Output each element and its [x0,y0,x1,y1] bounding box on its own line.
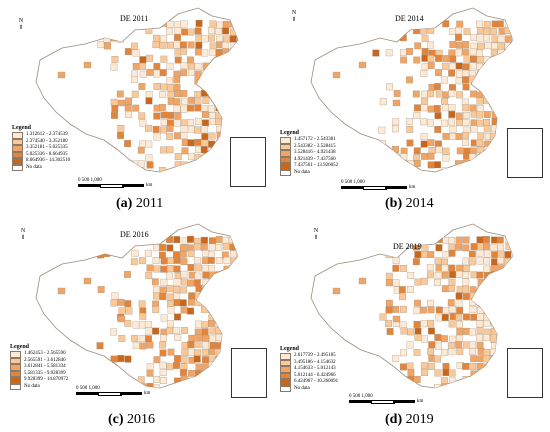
legend-item: 5.025336 - 8.664935 [12,151,70,159]
china-map-2016 [35,223,239,389]
legend-item: 3.352181 - 5.025335 [12,145,70,152]
legend-item: No data [10,383,68,391]
north-arrow-icon: N ⇑ [313,228,319,241]
map-title: DE 2019 [393,242,422,251]
legend-item: 1.457172 - 2.543381 [280,137,338,144]
legend-item: 5.581335 - 9.928399 [10,370,68,378]
china-map-2019 [310,223,514,389]
legend-item: 2.617739 - 3.495185 [280,353,338,360]
panel-caption: (d) 2019 [385,412,434,427]
map-title: DE 2016 [120,230,149,239]
map-panel-2019: N ⇑ DE 2019 Legend 2.617739 - 3.495185 3.… [275,216,550,432]
map-title: DE 2014 [395,14,424,23]
legend-item: 6.424967 - 10.260091 [280,379,338,386]
legend-item: 8.664936 - 14.302510 [12,158,70,165]
panel-caption: (a) 2011 [116,196,164,211]
legend: Legend 1.462453 - 2.565590 2.565591 - 3.… [10,344,68,391]
legend-item: 1.462453 - 2.565590 [10,351,68,358]
map-panel-2011: N ⇑ DE 2011 Legend 1.312612 - 2.374539 2.… [0,0,275,216]
south-china-sea-inset [230,137,266,187]
map-panel-2016: N ⇑ DE 2016 Legend 1.462453 - 2.565590 2.… [0,216,275,432]
map-panel-2014: N ⇑ DE 2014 Legend 1.457172 - 2.543381 2.… [275,0,550,216]
legend-item: No data [280,385,338,393]
legend-item: 4.154633 - 5.012143 [280,366,338,373]
legend-item: 3.612841 - 5.581334 [10,364,68,371]
north-arrow-icon: N ⇑ [291,10,297,23]
legend: Legend 2.617739 - 3.495185 3.495186 - 4.… [280,346,338,393]
legend: Legend 1.457172 - 2.543381 2.543382 - 3.… [280,130,338,177]
map-title: DE 2011 [120,14,149,23]
scale-bar: 0 500 1,000 km [349,394,424,404]
legend-item: No data [280,169,338,177]
legend-title: Legend [10,344,30,350]
south-china-sea-inset [507,128,543,178]
north-arrow-icon: N ⇑ [20,228,26,241]
south-china-sea-inset [231,348,267,398]
legend-title: Legend [280,130,300,136]
legend-item: 9.928399 - 14.870972 [10,377,68,384]
china-map-2014 [310,7,514,173]
legend-item: 4.921439 - 7.437560 [280,156,338,164]
scale-bar: 0 500 1,000 km [76,386,151,396]
legend-item: 3.495186 - 4.154632 [280,359,338,367]
legend-item: 3.528416 - 4.921438 [280,150,338,157]
legend-item: 2.374540 - 3.352180 [12,138,70,146]
panel-caption: (b) 2014 [385,196,434,211]
legend-item: 5.012144 - 6.424966 [280,372,338,380]
panel-caption: (c) 2016 [108,412,156,427]
scale-bar: 0 500 1,000 km [341,180,416,190]
legend: Legend 1.312612 - 2.374539 2.374540 - 3.… [12,125,70,172]
scale-bar: 0 500 1,000 km [78,178,153,188]
north-arrow-icon: N ⇑ [18,18,24,31]
legend-item: No data [12,164,70,172]
south-china-sea-inset [507,348,543,398]
legend-title: Legend [280,346,300,352]
legend-item: 1.312612 - 2.374539 [12,132,70,139]
legend-title: Legend [12,125,32,131]
legend-item: 2.543382 - 3.528415 [280,143,338,151]
china-map-2011 [35,7,239,173]
legend-item: 7.437561 - 13.926052 [280,163,338,170]
legend-item: 2.565591 - 3.612840 [10,357,68,365]
